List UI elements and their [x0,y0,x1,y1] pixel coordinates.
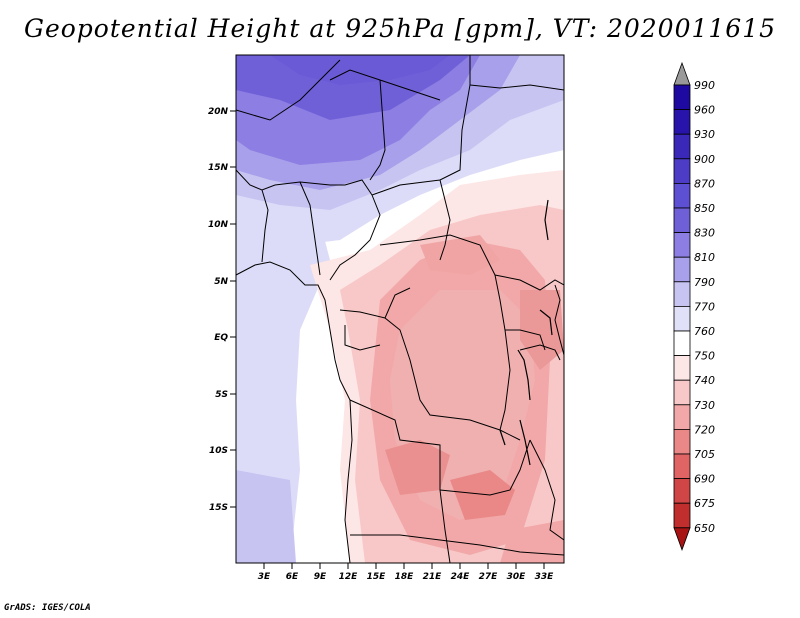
lat-label: 15S [209,503,228,513]
colorbar-swatch [673,232,691,258]
lon-label: 30E [507,572,527,582]
colorbar-label: 830 [694,227,715,240]
lon-label: 12E [339,572,359,582]
colorbar-label: 770 [694,300,715,313]
height-field [236,55,564,563]
colorbar-label: 960 [694,104,715,117]
colorbar-label: 850 [694,202,715,215]
colorbar-swatch [673,281,691,307]
colorbar-swatch [673,502,691,529]
lon-label: 27E [479,572,499,582]
lat-label: 10N [208,220,229,230]
lon-label: 21E [423,572,443,582]
lon-label: 33E [535,572,555,582]
lon-label: 6E [286,572,299,582]
colorbar: 990 960 930 900 870 850 830 810 790 770 760 750 740 7… [673,61,715,551]
lon-label: 3E [258,572,271,582]
colorbar-label: 740 [694,374,715,387]
colorbar-swatch [673,428,691,455]
lat-label: 5S [215,390,228,400]
lat-label: EQ [214,333,228,343]
grads-footer: GrADS: IGES/COLA [4,603,91,613]
colorbar-label: 705 [694,448,715,461]
colorbar-swatch [673,404,691,430]
lon-label: 24E [451,572,471,582]
colorbar-label: 720 [694,423,715,436]
colorbar-label: 900 [694,153,715,166]
colorbar-swatch [673,207,691,234]
colorbar-label: 870 [694,177,715,190]
colorbar-swatch [673,158,691,184]
colorbar-label: 930 [694,128,715,141]
lon-label: 15E [367,572,387,582]
colorbar-top-arrow [673,61,691,86]
lat-label: 10S [209,446,228,456]
colorbar-swatch [673,355,691,381]
colorbar-label: 750 [694,350,715,363]
colorbar-swatch [673,256,691,283]
colorbar-label: 760 [694,325,715,338]
colorbar-label: 650 [694,522,715,535]
colorbar-label: 810 [694,251,715,264]
colorbar-swatch [673,330,691,357]
colorbar-label: 790 [694,276,715,289]
colorbar-swatch [673,133,691,160]
colorbar-swatch [673,453,691,480]
colorbar-label: 990 [694,79,715,92]
latitude-axis: 20N 15N 10N 5N EQ 5S 10S 15S [208,107,236,513]
colorbar-label: 730 [694,399,715,412]
colorbar-label: 675 [694,497,715,510]
colorbar-swatch [673,379,691,406]
lon-label: 18E [395,572,415,582]
colorbar-swatch [673,84,691,111]
colorbar-bottom-arrow [673,527,691,551]
longitude-axis: 3E 6E 9E 12E 15E 18E 21E 24E 27E 30E 33E [258,563,554,582]
colorbar-swatch [673,478,691,504]
lon-label: 9E [314,572,327,582]
map-title: Geopotential Height at 925hPa [gpm], VT:… [23,14,777,43]
lat-label: 15N [208,163,229,173]
lat-label: 20N [208,107,229,117]
colorbar-swatch [673,109,691,135]
lakes [499,199,553,466]
colorbar-swatch [673,182,691,209]
lat-label: 5N [214,277,228,287]
colorbar-swatch [673,305,691,332]
map-frame [235,54,565,564]
colorbar-label: 690 [694,473,715,486]
country-borders [236,55,564,563]
